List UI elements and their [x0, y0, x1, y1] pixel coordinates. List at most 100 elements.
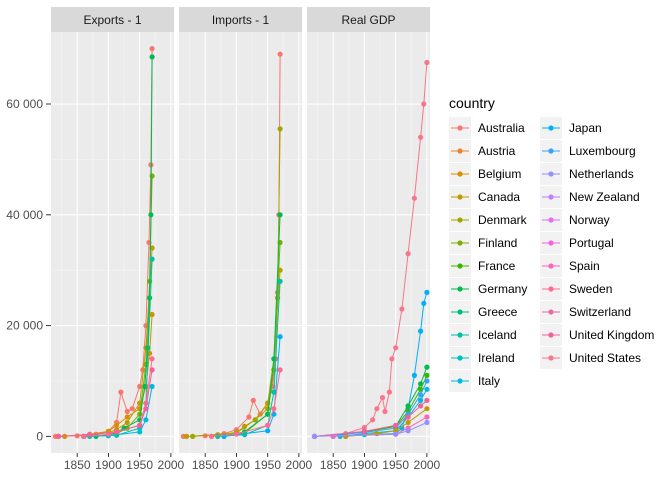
data-point: [277, 51, 283, 57]
data-point: [374, 406, 380, 412]
data-point: [393, 345, 399, 351]
data-point: [140, 367, 146, 373]
data-point: [149, 311, 155, 318]
data-point: [330, 433, 336, 439]
legend-entry-norway: Norway: [540, 209, 610, 231]
data-point: [233, 431, 239, 437]
series-united-kingdom: [55, 367, 155, 439]
data-point: [361, 424, 367, 431]
data-point: [370, 417, 376, 423]
legend-label: Spain: [569, 259, 600, 273]
legend-key-point: [457, 332, 463, 338]
data-point: [137, 422, 143, 428]
legend-label: New Zealand: [569, 190, 640, 204]
data-point: [215, 433, 221, 439]
data-point: [149, 173, 155, 179]
data-point: [424, 406, 430, 412]
legend-key-point: [548, 171, 554, 177]
legend-key-point: [457, 171, 463, 177]
legend-key-point: [457, 194, 463, 200]
data-point: [124, 408, 130, 415]
legend-key-point: [457, 286, 463, 292]
legend-entry-greece: Greece: [449, 301, 518, 323]
data-point: [405, 419, 411, 426]
legend-key-point: [457, 355, 463, 361]
legend-label: Canada: [478, 190, 520, 204]
y-tick-label-60-000: 60 000: [6, 97, 43, 111]
data-point: [361, 428, 367, 434]
x-tick-label-1900: 1900: [351, 458, 378, 472]
data-point: [221, 433, 227, 439]
legend-entry-germany: Germany: [449, 278, 527, 300]
y-tick-label-0: 0: [36, 429, 43, 443]
legend-entry-netherlands: Netherlands: [540, 163, 634, 185]
legend-label: Denmark: [478, 213, 528, 227]
data-point: [424, 289, 430, 295]
data-point: [149, 46, 155, 52]
data-point: [424, 419, 430, 426]
data-point: [424, 372, 430, 378]
legend-label: Portugal: [569, 236, 614, 250]
panel-imports-1: Imports - 1 1850 1900 1950 2000: [179, 7, 313, 472]
data-point: [277, 212, 283, 218]
data-point: [424, 386, 430, 392]
series-line: [314, 422, 428, 437]
series-line: [95, 56, 153, 437]
data-point: [277, 278, 283, 284]
legend-key-point: [548, 355, 554, 361]
legend-entry-canada: Canada: [449, 186, 520, 208]
legend-label: United States: [569, 351, 641, 365]
data-point: [277, 334, 283, 340]
legend-title: country: [449, 95, 495, 111]
legend-key-point: [548, 263, 554, 269]
data-point: [405, 414, 411, 420]
legend-entry-sweden: Sweden: [540, 278, 612, 300]
legend-label: Iceland: [478, 328, 517, 342]
legend-label: Japan: [569, 121, 602, 135]
data-point: [418, 403, 424, 409]
panel-background: [51, 32, 174, 453]
x-tick-label-1900: 1900: [95, 458, 122, 472]
legend-entry-united-states: United States: [540, 347, 641, 369]
legend-entry-luxembourg: Luxembourg: [540, 140, 636, 162]
series-united-states: [311, 59, 430, 439]
legend-key-point: [457, 263, 463, 269]
data-point: [142, 383, 148, 390]
data-point: [418, 397, 424, 403]
strip-title: Real GDP: [341, 13, 395, 27]
legend-key-point: [548, 240, 554, 246]
legend-entry-united-kingdom: United Kingdom: [540, 324, 654, 346]
legend-key-point: [548, 125, 554, 131]
legend-entry-finland: Finland: [449, 232, 517, 254]
legend-key-point: [457, 378, 463, 384]
data-point: [271, 406, 277, 412]
data-point: [55, 433, 62, 439]
data-point: [149, 54, 155, 60]
legend-entry-japan: Japan: [540, 117, 602, 139]
data-point: [265, 428, 271, 434]
legend-label: Sweden: [569, 282, 612, 296]
data-point: [149, 256, 155, 262]
legend-key-point: [548, 148, 554, 154]
strip-title: Exports - 1: [83, 13, 141, 27]
legend-entry-austria: Austria: [449, 140, 516, 162]
legend-label: Norway: [569, 213, 610, 227]
x-tick-label-1950: 1950: [382, 458, 409, 472]
data-point: [311, 433, 318, 439]
data-point: [379, 395, 386, 401]
data-point: [277, 126, 283, 132]
legend-label: Belgium: [478, 167, 521, 181]
legend: country Australia Austria Belgium Canada Denm…: [449, 95, 654, 392]
legend-label: Ireland: [478, 351, 515, 365]
legend-entry-belgium: Belgium: [449, 163, 521, 185]
x-tick-label-1900: 1900: [223, 458, 250, 472]
data-point: [393, 431, 399, 437]
data-point: [405, 251, 411, 257]
data-point: [421, 101, 427, 107]
legend-entry-switzerland: Switzerland: [540, 301, 631, 323]
series-line: [58, 369, 153, 437]
data-point: [183, 433, 190, 439]
data-point: [421, 300, 427, 306]
legend-entry-australia: Australia: [449, 117, 525, 139]
data-point: [277, 367, 283, 373]
